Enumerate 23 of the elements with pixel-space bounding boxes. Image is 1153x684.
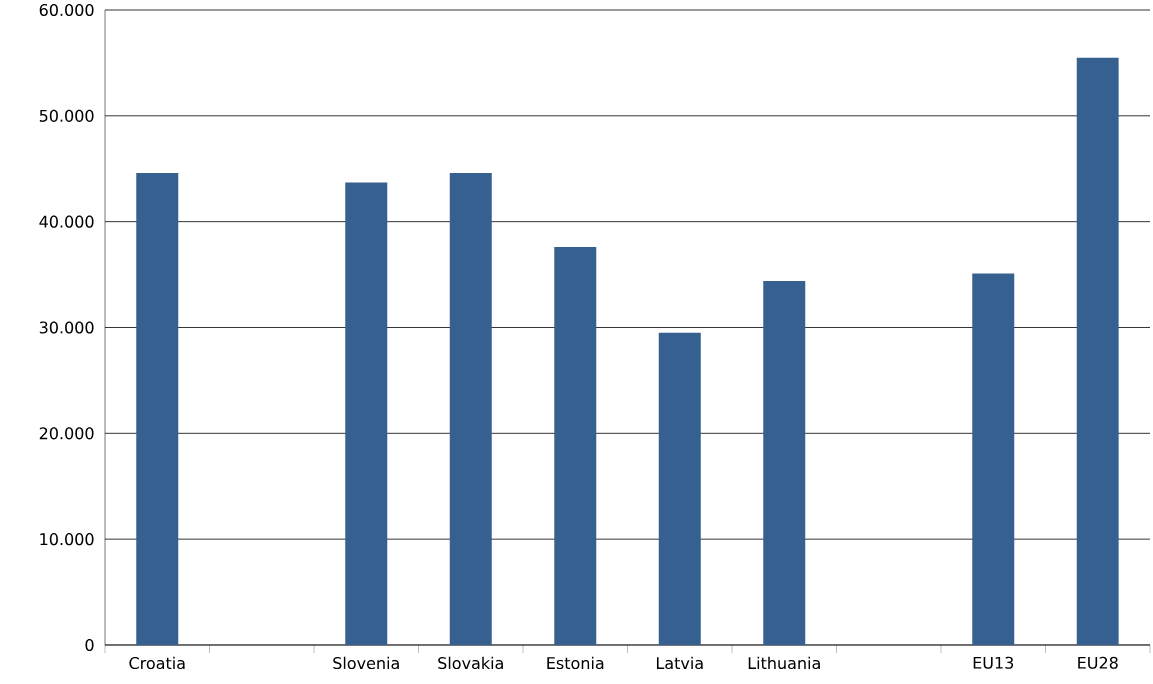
bar [658,332,701,645]
x-tick-label: Slovenia [333,656,399,670]
y-tick-label: 0 [85,638,94,652]
bar [345,182,388,645]
x-tick-label: Slovakia [438,656,503,670]
y-tick-label: 50.000 [39,109,94,122]
x-tick-label: EU13 [973,656,1014,669]
bar [449,172,492,645]
y-tick-label: 10.000 [40,533,94,546]
bar [554,247,597,645]
bar [763,280,806,645]
x-tick-label: Lithuania [748,656,820,670]
y-tick-label: 60.000 [39,3,94,17]
x-tick-label: Estonia [547,656,604,670]
y-tick-label: 40.000 [39,215,94,228]
x-tick-label: Latvia [656,656,703,670]
bar [136,172,179,645]
x-tick-label: EU28 [1078,656,1118,669]
x-tick-label: Croatia [129,656,185,670]
bar [1076,57,1119,645]
y-tick-label: 30.000 [39,321,94,334]
bar [972,273,1015,645]
y-tick-label: 20.000 [39,427,94,440]
